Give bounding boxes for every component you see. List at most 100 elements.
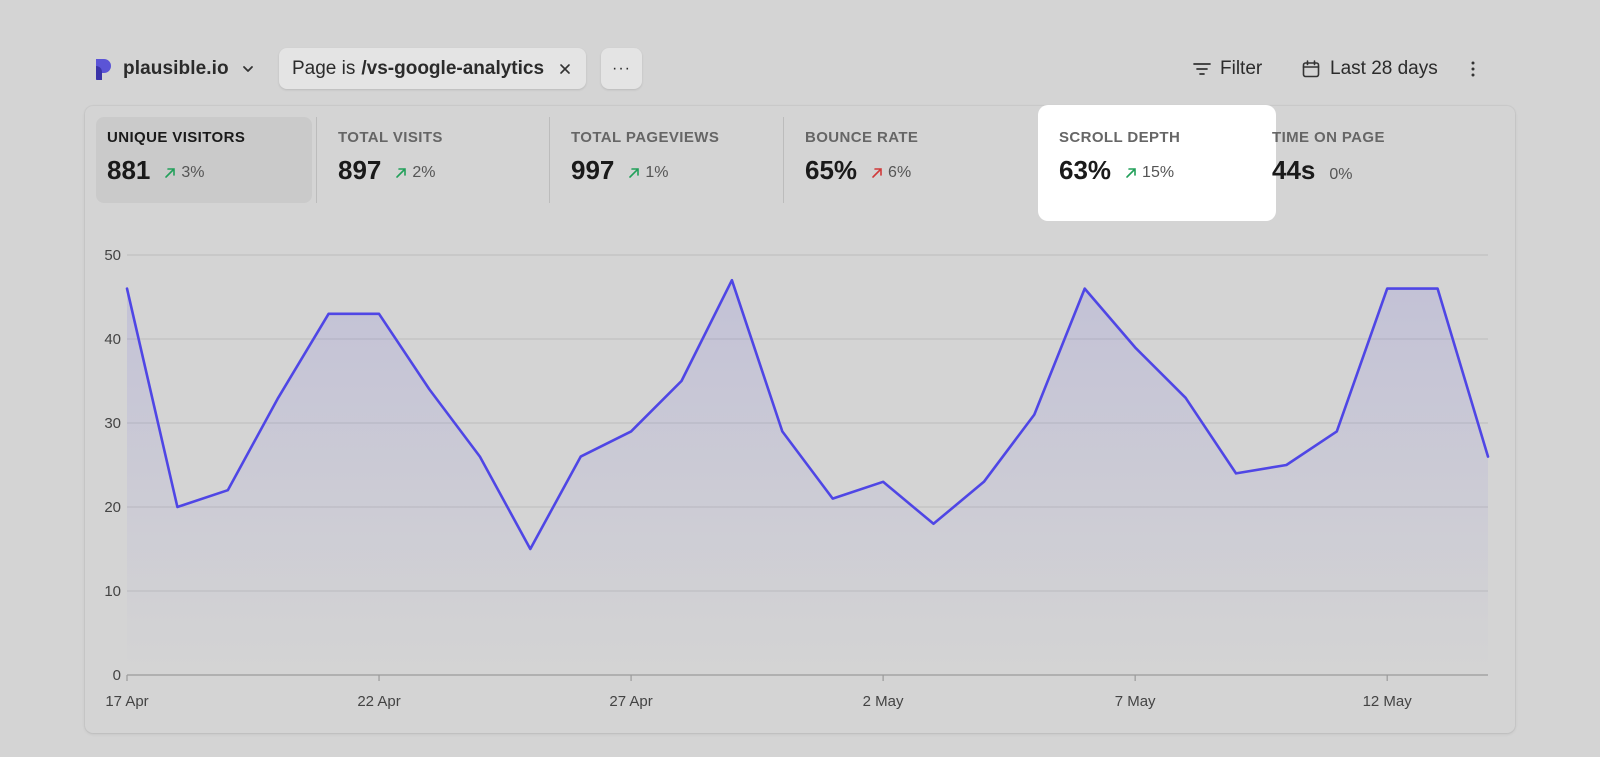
filter-icon bbox=[1193, 63, 1211, 75]
data-point bbox=[678, 378, 684, 384]
metric-divider bbox=[549, 117, 550, 203]
metric-change-value: 1% bbox=[645, 164, 669, 181]
more-filters-button[interactable]: ··· bbox=[601, 48, 642, 89]
metric-value: 897 bbox=[338, 155, 382, 185]
metric-scroll-depth[interactable]: SCROLL DEPTH 63% 15% bbox=[1038, 105, 1276, 221]
metric-label: UNIQUE VISITORS bbox=[107, 129, 246, 146]
x-tick-label: 7 May bbox=[1115, 693, 1156, 710]
data-point bbox=[1384, 286, 1390, 292]
stats-card: UNIQUE VISITORS 881 3% TOTAL VISITS 897 … bbox=[85, 105, 1515, 733]
close-icon[interactable] bbox=[558, 62, 572, 76]
active-filter-pill[interactable]: Page is /vs-google-analytics bbox=[279, 48, 587, 89]
x-tick-label: 12 May bbox=[1363, 693, 1413, 710]
metric-label: SCROLL DEPTH bbox=[1059, 129, 1181, 146]
kebab-menu-icon bbox=[1471, 61, 1475, 77]
data-point bbox=[1082, 286, 1088, 292]
metric-change-value: 6% bbox=[888, 164, 912, 181]
data-point bbox=[1183, 395, 1189, 401]
chevron-down-icon bbox=[242, 66, 253, 72]
data-point bbox=[225, 487, 231, 493]
series-area bbox=[127, 280, 1488, 675]
x-tick-label: 17 Apr bbox=[105, 693, 148, 710]
calendar-icon bbox=[1302, 60, 1320, 78]
data-point bbox=[628, 428, 634, 434]
visitors-chart[interactable]: 0 10 20 30 40 50 17 Apr 22 Apr 27 Apr 2 May 7 May 1… bbox=[85, 106, 1515, 733]
filter-value: /vs-google-analytics bbox=[361, 57, 545, 79]
date-range-label: Last 28 days bbox=[1330, 58, 1438, 79]
data-point bbox=[1233, 470, 1239, 476]
data-point bbox=[830, 496, 836, 502]
arrow-up-right-icon bbox=[396, 168, 407, 178]
series-line bbox=[125, 278, 1490, 551]
data-point bbox=[477, 454, 483, 460]
y-tick-label: 40 bbox=[104, 331, 121, 348]
x-tick-label: 27 Apr bbox=[609, 693, 652, 710]
metric-change: 1% bbox=[628, 164, 669, 182]
metric-change-value: 15% bbox=[1142, 164, 1175, 181]
metric-value: 881 bbox=[107, 155, 151, 185]
metric-value: 997 bbox=[571, 155, 615, 185]
filter-prefix: Page is bbox=[292, 57, 356, 79]
metric-label: TIME ON PAGE bbox=[1272, 129, 1385, 146]
data-point bbox=[376, 311, 382, 317]
metric-change: 15% bbox=[1125, 164, 1174, 182]
metric-value: 63% bbox=[1059, 155, 1112, 185]
metric-divider bbox=[316, 117, 317, 203]
y-tick-label: 20 bbox=[104, 499, 121, 516]
options-menu-button[interactable] bbox=[1463, 48, 1483, 90]
data-point bbox=[1485, 454, 1491, 460]
x-tick-label: 2 May bbox=[863, 693, 904, 710]
filter-button[interactable]: Filter bbox=[1192, 48, 1262, 90]
data-point bbox=[729, 277, 735, 283]
data-point bbox=[931, 521, 937, 527]
data-point bbox=[578, 454, 584, 460]
metric-change: 2% bbox=[395, 164, 436, 182]
arrow-up-right-icon bbox=[165, 168, 176, 178]
data-point bbox=[326, 311, 332, 317]
data-point bbox=[981, 479, 987, 485]
plausible-logo-icon bbox=[96, 59, 111, 80]
date-range-picker[interactable]: Last 28 days bbox=[1301, 48, 1438, 90]
data-point bbox=[426, 386, 432, 392]
data-point bbox=[1334, 428, 1340, 434]
data-point bbox=[527, 546, 533, 552]
metric-label: BOUNCE RATE bbox=[805, 129, 919, 146]
filter-button-label: Filter bbox=[1220, 58, 1263, 79]
metric-change: 3% bbox=[164, 164, 205, 182]
metric-unique-visitors[interactable]: UNIQUE VISITORS 881 3% bbox=[96, 117, 312, 203]
metric-value: 44s bbox=[1272, 155, 1316, 185]
arrow-up-right-icon bbox=[872, 168, 882, 178]
site-switcher[interactable]: plausible.io bbox=[93, 48, 255, 90]
metric-divider bbox=[783, 117, 784, 203]
metric-change: 6% bbox=[871, 164, 911, 182]
metric-total-pageviews[interactable]: TOTAL PAGEVIEWS 997 1% bbox=[560, 117, 776, 203]
metric-change-value: 0% bbox=[1329, 166, 1353, 183]
metric-change: 0% bbox=[1329, 166, 1352, 184]
data-point bbox=[779, 428, 785, 434]
metric-bounce-rate[interactable]: BOUNCE RATE 65% 6% bbox=[794, 117, 1010, 203]
data-point bbox=[275, 395, 281, 401]
arrow-up-right-icon bbox=[1126, 168, 1136, 178]
metric-value: 65% bbox=[805, 155, 858, 185]
data-point bbox=[1283, 462, 1289, 468]
data-point bbox=[124, 286, 130, 292]
site-name: plausible.io bbox=[123, 58, 229, 79]
data-point bbox=[1435, 286, 1441, 292]
arrow-up-right-icon bbox=[629, 168, 640, 178]
metric-time-on-page[interactable]: TIME ON PAGE 44s 0% bbox=[1261, 117, 1477, 203]
y-tick-label: 30 bbox=[104, 415, 121, 432]
metric-total-visits[interactable]: TOTAL VISITS 897 2% bbox=[327, 117, 543, 203]
data-point bbox=[1031, 412, 1037, 418]
x-tick-label: 22 Apr bbox=[357, 693, 400, 710]
top-bar: plausible.io Page is /vs-google-analytic… bbox=[85, 48, 1515, 90]
data-point bbox=[174, 504, 180, 510]
metric-change-value: 3% bbox=[181, 164, 205, 181]
y-tick-label: 50 bbox=[104, 247, 121, 264]
data-point bbox=[880, 479, 886, 485]
metric-change-value: 2% bbox=[412, 164, 436, 181]
metric-label: TOTAL PAGEVIEWS bbox=[571, 129, 720, 146]
y-tick-label: 10 bbox=[104, 583, 121, 600]
y-tick-label: 0 bbox=[113, 667, 121, 684]
data-point bbox=[1132, 344, 1138, 350]
metric-label: TOTAL VISITS bbox=[338, 129, 443, 146]
